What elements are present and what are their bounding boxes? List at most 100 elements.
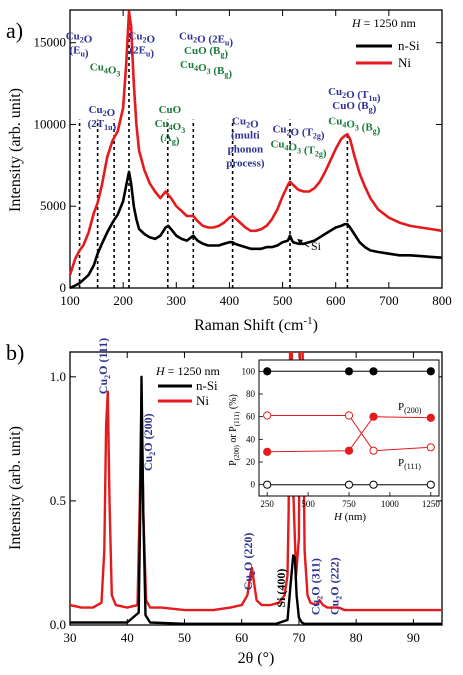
inset-xtick-label: 1250	[422, 499, 441, 509]
panel-a-annotation-label: (multi	[231, 129, 260, 141]
panel-a-legend: H = 1250 nm n-Si Ni	[351, 16, 420, 70]
inset-xtick-label: 500	[301, 499, 315, 509]
panel-b-ylabel: Intensity (arb. unit)	[7, 426, 24, 550]
inset-xtick-label: 250	[260, 499, 274, 509]
panel-a-ytick-label: 10000	[34, 116, 67, 131]
panel-b-xtick-label: 90	[407, 630, 420, 645]
panel-a-annotation-label: Cu2O	[89, 104, 116, 119]
panel-b-peak-label: Cu2O (311)	[309, 558, 325, 615]
panel-a: a) 100 200 300 400 500 600 700 800 0 5000 10000 150…	[6, 9, 452, 334]
inset-ytick-label: 60	[246, 412, 256, 422]
inset-point	[426, 367, 435, 376]
inset-frame	[258, 359, 440, 497]
inset-ytick-label: 80	[246, 389, 256, 399]
panel-b-peak-label: Si (400)	[274, 569, 288, 608]
panel-a-legend-label-ni: Ni	[398, 55, 411, 70]
panel-a-plot-frame	[69, 9, 443, 289]
panel-a-legend-label-nsi: n-Si	[398, 38, 420, 53]
inset-point	[344, 367, 354, 376]
inset-point	[263, 411, 272, 420]
panel-b-xlabel: 2θ (°)	[238, 650, 275, 667]
panel-b-ticks: 30 40 50 60 70 80 90 0.0 0.5 1.0	[50, 352, 442, 645]
panel-a-xtick-label: 600	[326, 293, 346, 308]
panel-b-peak-label: Cu2O (222)	[327, 557, 343, 615]
panel-a-annotation-label: Cu2O	[128, 30, 155, 45]
panel-a-xlabel: Raman Shift (cm-1)	[194, 315, 318, 334]
inset-point	[344, 411, 354, 420]
inset-point	[369, 412, 378, 421]
panel-b: b) 30 40 50 60 70 80 900.00.51.0 Cu2O (111)Cu2…	[6, 338, 443, 667]
panel-b-series-ni	[70, 352, 442, 612]
panel-a-ytick-label: 5000	[40, 198, 66, 213]
panel-a-annotation-label: CuO (Bg)	[184, 45, 228, 60]
panel-b-legend: H = 1250 nm n-Si Ni	[155, 364, 220, 408]
panel-a-annotation-label: Cu4O3 (Bg)	[328, 115, 380, 136]
panel-a-annotation-label: (Ag)	[160, 132, 180, 147]
panel-a-series-ni	[68, 10, 443, 276]
panel-a-series	[68, 10, 443, 290]
panel-a-xtick-label: 500	[273, 293, 293, 308]
panel-b-xtick-label: 70	[292, 630, 305, 645]
panel-a-annotation-label: Cu4O3	[90, 62, 121, 79]
panel-a-annotations: Cu2O(Eu)Cu4O3Cu2O(2T1u)Cu2O(2Eu)CuOCu4O3…	[66, 30, 381, 169]
panel-b-peak-label: Cu2O (220)	[241, 533, 257, 591]
inset-label-p111: P(111)	[398, 457, 421, 471]
panel-a-annotation-label: Cu4O3 (T2g)	[270, 138, 326, 159]
panel-b-letter: b)	[6, 340, 24, 365]
panel-a-xtick-label: 300	[167, 293, 187, 308]
inset-series-line	[267, 415, 431, 452]
panel-b-legend-title: H = 1250 nm	[155, 364, 220, 378]
inset-point	[263, 367, 272, 376]
panel-b-peak-label: Cu2O (200)	[141, 413, 157, 471]
panel-a-ytick-label: 15000	[34, 35, 67, 50]
panel-a-xtick-label: 400	[220, 293, 240, 308]
panel-b-peak-label: Cu2O (111)	[96, 338, 112, 394]
inset-ytick-label: 0	[251, 480, 256, 490]
panel-b-xtick-label: 40	[121, 630, 134, 645]
panel-b-xtick-label: 80	[350, 630, 363, 645]
panel-a-annotation-label: Cu2O (2Eu)	[179, 30, 233, 48]
panel-a-ylabel: Intensity (arb. unit)	[7, 88, 24, 212]
inset-xlabel: H (nm)	[333, 511, 366, 523]
panel-a-annotation-label: Cu2O	[232, 115, 259, 130]
inset-series	[263, 367, 435, 489]
panel-b-xtick-label: 50	[178, 630, 191, 645]
inset-point	[263, 447, 272, 456]
inset-ytick-label: 40	[246, 434, 256, 444]
panel-a-xtick-label: 800	[432, 293, 452, 308]
panel-a-si-annotation: Si	[297, 239, 322, 253]
inset-plot: 250 500 750 1000 1250 0 20 40 60 80 100 P(200) or …	[228, 359, 441, 523]
panel-a-annotation-label: Cu2O (T1u)	[328, 86, 381, 104]
inset-point	[263, 480, 272, 489]
panel-a-annotation-label: (2Eu)	[129, 44, 154, 59]
inset-xtick-label: 750	[342, 499, 356, 509]
panel-a-xtick-label: 100	[60, 293, 80, 308]
inset-ylabel: P(200) or P(111) (%)	[228, 394, 241, 466]
panel-b-ytick-label: 1.0	[50, 369, 66, 384]
panel-b-series-n-si	[70, 375, 442, 625]
panel-a-letter: a)	[6, 18, 23, 43]
inset-point	[426, 443, 435, 452]
panel-a-annotation-label: (2T1u)	[88, 118, 117, 133]
panel-b-legend-label-nsi: n-Si	[196, 378, 218, 393]
panel-a-xtick-label: 200	[113, 293, 133, 308]
inset-xtick-label: 1000	[381, 499, 400, 509]
panel-b-peak-labels: Cu2O (111) Cu2O (200) Cu2O (220) Si (400) Cu…	[96, 338, 343, 615]
panel-a-annotation-label: phonon	[228, 143, 263, 155]
panel-a-annotation-label: Cu2O (T2g)	[272, 124, 324, 142]
panel-b-series	[70, 352, 442, 625]
panel-b-ytick-label: 0.0	[50, 617, 66, 632]
panel-b-legend-label-ni: Ni	[196, 393, 209, 408]
panel-a-annotation-label: Cu4O3 (Bg)	[180, 59, 232, 80]
panel-b-xtick-label: 60	[235, 630, 248, 645]
panel-a-ytick-label: 0	[60, 280, 67, 295]
panel-a-annotation-label: CuO	[159, 104, 182, 116]
panel-a-annotation-label: CuO (Bg)	[332, 100, 376, 115]
inset-point	[344, 480, 354, 489]
inset-ticks: 250 500 750 1000 1250 0 20 40 60 80 100	[242, 366, 441, 509]
inset-point	[369, 446, 378, 455]
panel-a-annotation-label: (Eu)	[69, 44, 88, 59]
si-arrow-head	[297, 239, 303, 244]
inset-point	[344, 446, 354, 455]
